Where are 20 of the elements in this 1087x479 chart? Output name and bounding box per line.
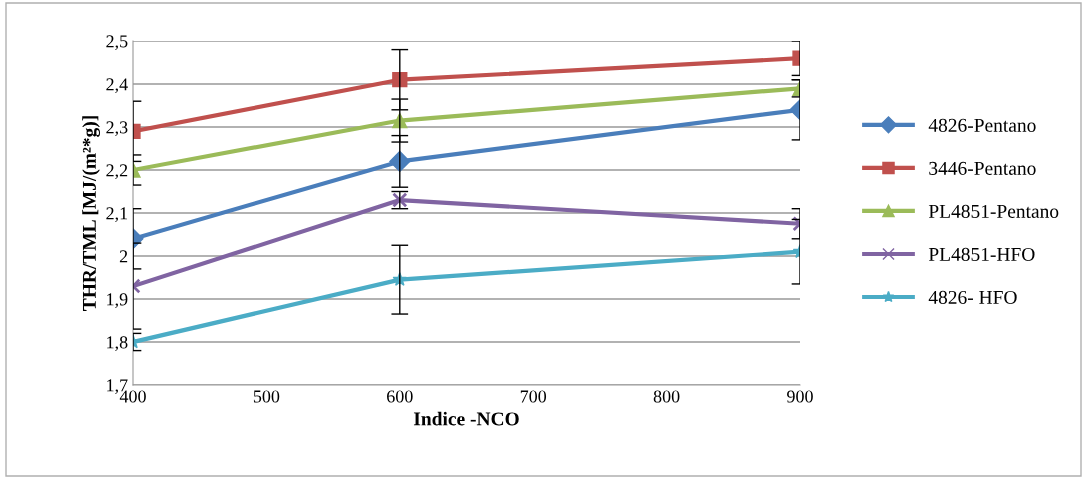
x-tick-label: 900 bbox=[787, 390, 813, 403]
y-tick-label: 2,5 bbox=[106, 35, 128, 51]
legend-label: PL4851-HFO bbox=[928, 247, 1035, 261]
y-tick-label: 2,2 bbox=[106, 164, 128, 180]
x-tick-label: 700 bbox=[520, 390, 547, 403]
legend-label: 4826- HFO bbox=[928, 290, 1017, 304]
x-axis-title: Indice -NCO bbox=[413, 411, 519, 426]
x-tick-label: 600 bbox=[387, 390, 413, 403]
y-axis-title: THR/TML [MJ/(m²*g)] bbox=[82, 116, 101, 311]
y-tick-label: 2 bbox=[119, 250, 128, 263]
y-tick-label: 2,1 bbox=[106, 207, 128, 223]
legend-label: 4826-Pentano bbox=[928, 118, 1036, 132]
legend-label: PL4851-Pentano bbox=[928, 204, 1059, 218]
y-tick-label: 2,4 bbox=[106, 78, 128, 94]
y-tick-label: 2,3 bbox=[106, 121, 128, 137]
y-tick-label: 1,9 bbox=[107, 293, 128, 309]
legend-label: 3446-Pentano bbox=[929, 161, 1036, 175]
x-tick-label: 500 bbox=[253, 390, 280, 403]
x-tick-label: 800 bbox=[653, 390, 680, 403]
y-tick-label: 1,8 bbox=[107, 336, 128, 352]
